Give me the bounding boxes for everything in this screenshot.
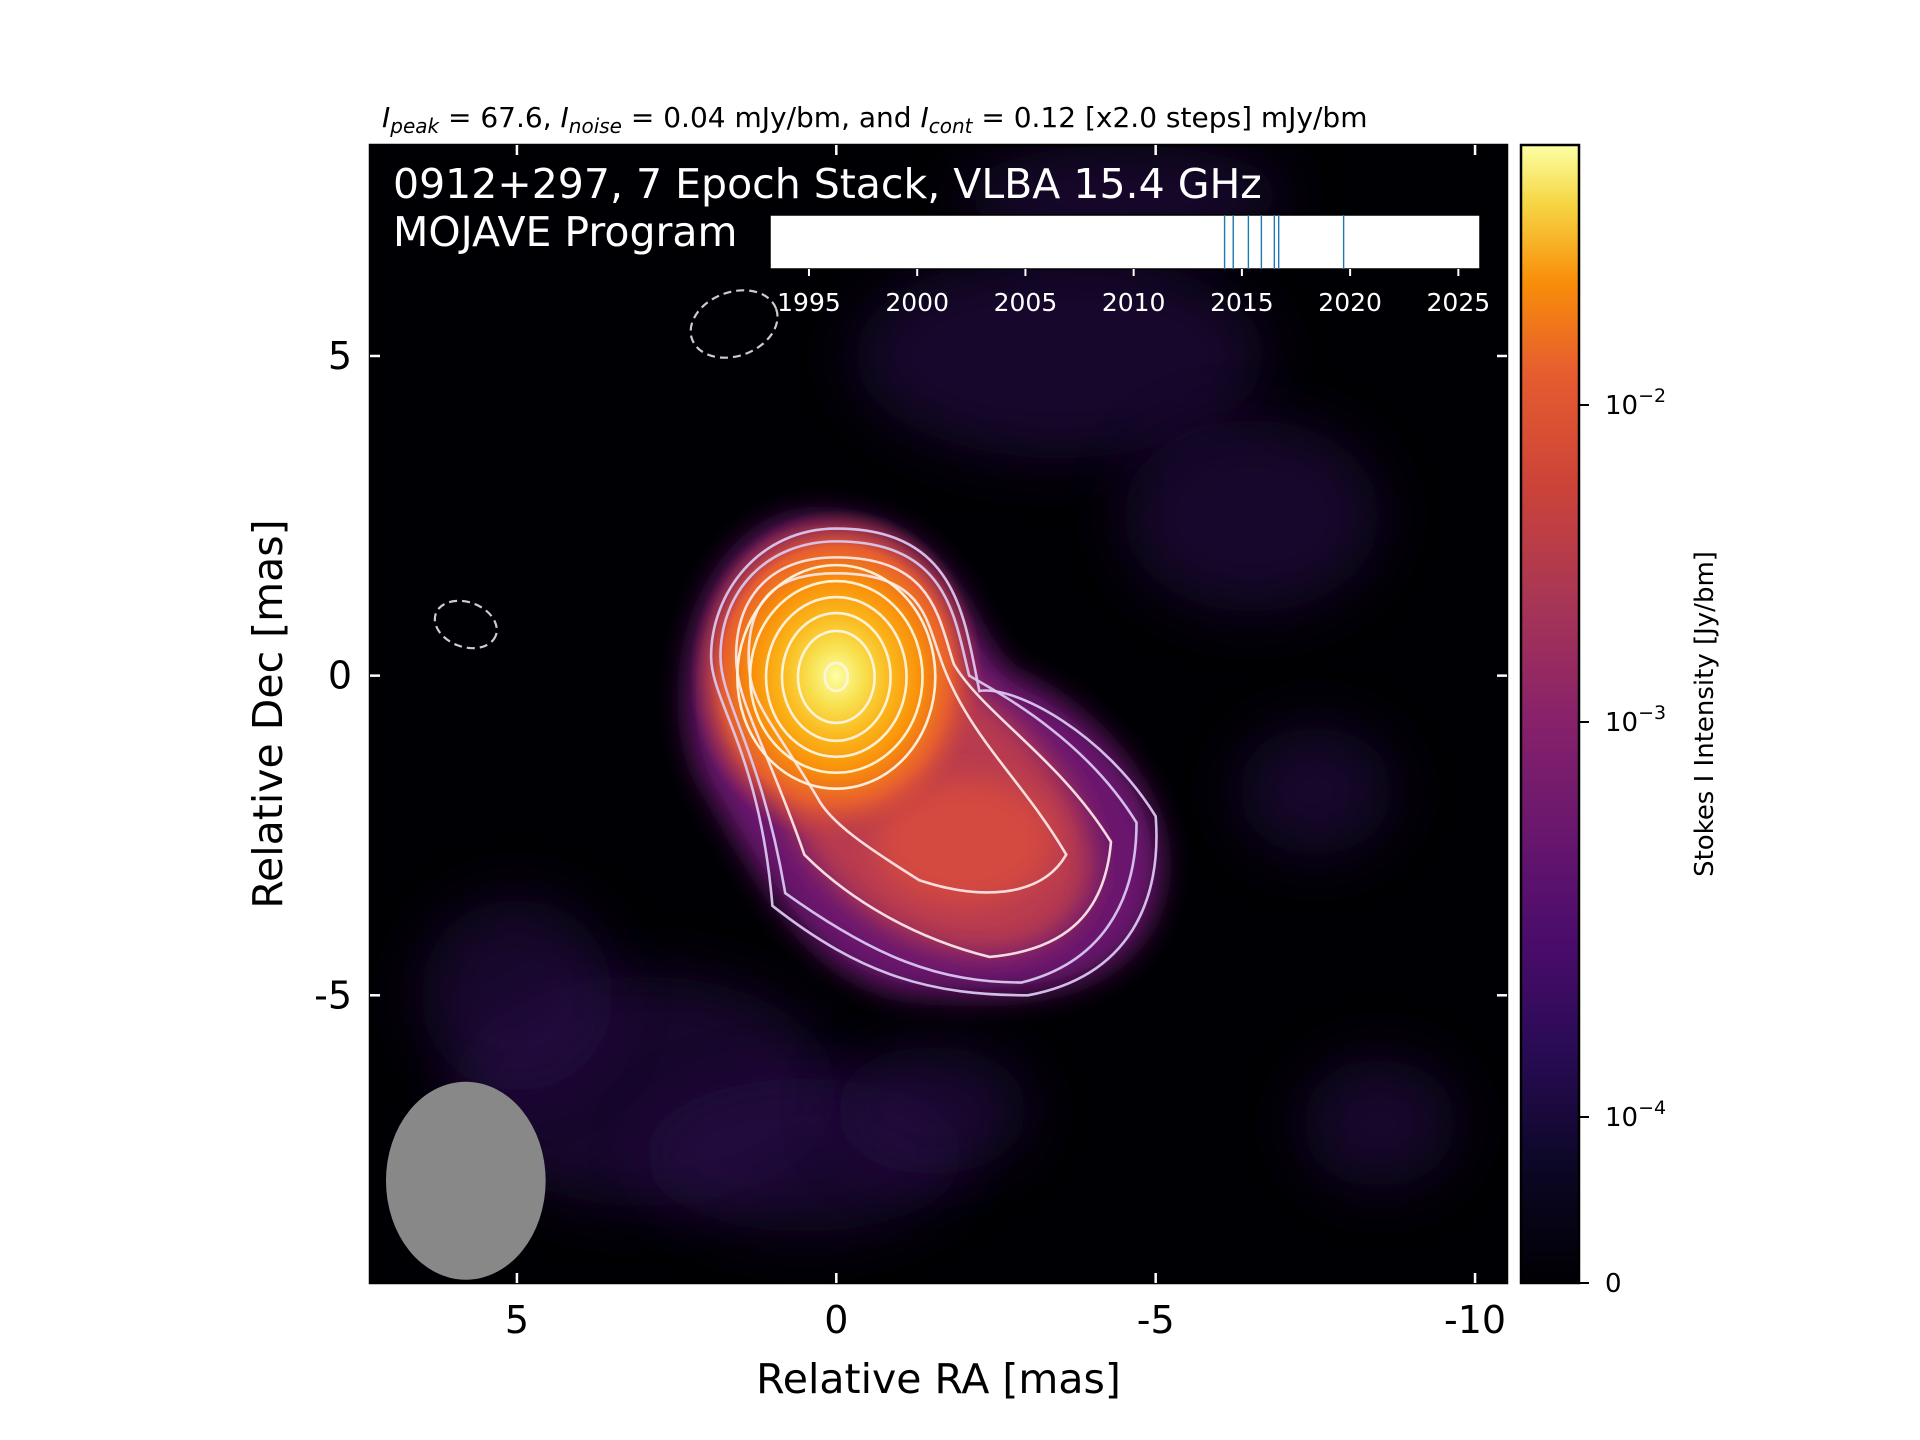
negative-contour <box>433 599 498 650</box>
map-title: 0912+297, 7 Epoch Stack, VLBA 15.4 GHz <box>393 160 1262 208</box>
x-tick-label: -10 <box>1444 1298 1506 1342</box>
colorbar-tick-label: 0 <box>1605 1269 1622 1299</box>
negative-contour <box>689 289 779 359</box>
colorbar-label: Stokes I Intensity [Jy/bm] <box>1690 551 1720 877</box>
colorbar-tick-label: 10−4 <box>1605 1097 1666 1133</box>
colorbar: 10−2 10−3 10−4 0 Stokes I Intensity [Jy/bm] <box>1519 143 1720 1299</box>
colorbar-tick-label: 10−2 <box>1605 385 1666 421</box>
diffuse-emission <box>855 253 1265 459</box>
timeline-tick-label: 2010 <box>1102 288 1166 317</box>
program-title: MOJAVE Program <box>393 208 737 256</box>
x-tick-label: -5 <box>1137 1298 1175 1342</box>
contour-level-1 <box>709 527 1158 997</box>
contour-level-9 <box>796 629 876 725</box>
diffuse-emission <box>421 899 613 1092</box>
x-axis-label: Relative RA [mas] <box>756 1355 1121 1403</box>
x-tick-label: 0 <box>824 1298 848 1342</box>
contour-level-8 <box>780 611 892 743</box>
timeline-box <box>769 214 1481 270</box>
diffuse-emission <box>1123 419 1380 612</box>
diffuse-emission <box>1238 726 1393 855</box>
x-axis-ticks: 5 0 -5 -10 <box>505 145 1506 1342</box>
y-tick-label: 0 <box>328 654 352 698</box>
figure-header: Ipeak = 67.6, Inoise = 0.04 mJy/bm, and … <box>382 101 1367 138</box>
timeline-tick-label: 2005 <box>994 288 1058 317</box>
colorbar-ticks: 10−2 10−3 10−4 0 <box>1579 385 1666 1299</box>
diffuse-emission <box>836 1046 1028 1175</box>
diffuse-emission <box>1302 1059 1456 1188</box>
colorbar-gradient <box>1519 143 1581 1285</box>
contour-level-3 <box>734 556 1113 959</box>
contour-level-6 <box>748 579 924 775</box>
epoch-timeline: 1995 2000 2005 2010 2015 2020 2025 <box>769 214 1491 317</box>
timeline-tick-label: 2015 <box>1210 288 1274 317</box>
map-frame <box>368 143 1509 1285</box>
y-tick-label: 5 <box>328 334 352 378</box>
contour-level-5 <box>735 563 937 791</box>
timeline-tick-label: 2000 <box>885 288 949 317</box>
colorbar-tick-label: 10−3 <box>1605 702 1666 738</box>
y-tick-label: -5 <box>314 973 352 1017</box>
beam-ellipse <box>385 1081 546 1280</box>
contour-level-7 <box>764 595 908 759</box>
intensity-map: 5 0 -5 -10 5 0 -5 0912+297, 7 Epoch Stack, VL… <box>314 143 1509 1342</box>
y-axis-ticks: 5 0 -5 <box>314 334 1507 1017</box>
timeline-tick-label: 2025 <box>1427 288 1491 317</box>
contour-level-2 <box>719 540 1138 984</box>
y-axis-label: Relative Dec [mas] <box>244 519 292 908</box>
x-tick-label: 5 <box>505 1298 529 1342</box>
negative-contour-layer <box>433 289 779 650</box>
timeline-tick-label: 2020 <box>1318 288 1382 317</box>
timeline-tick-label: 1995 <box>777 288 841 317</box>
contour-layer <box>709 527 1158 997</box>
core-emission <box>689 509 984 842</box>
contour-level-4 <box>747 572 1068 894</box>
contour-level-10 <box>823 661 850 693</box>
